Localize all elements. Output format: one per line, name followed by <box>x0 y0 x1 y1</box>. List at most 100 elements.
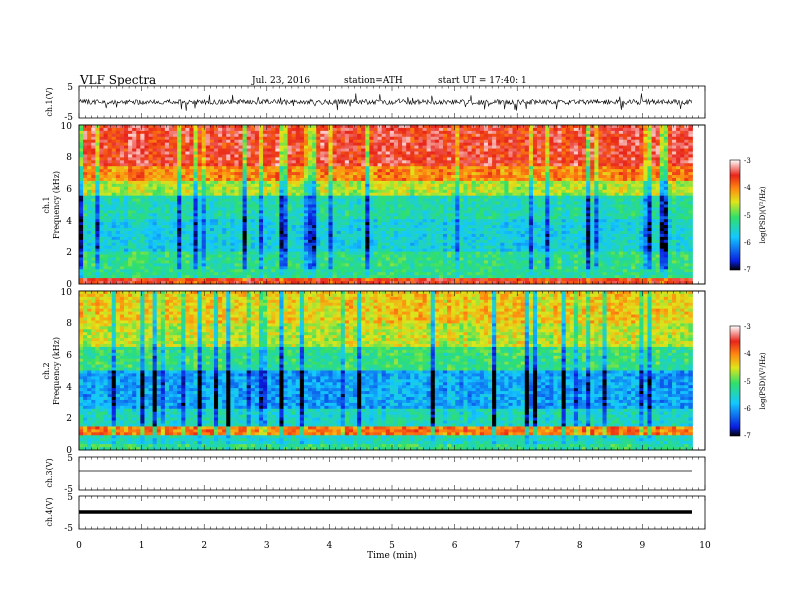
spectrogram-cell <box>168 192 174 197</box>
spectrogram-cell <box>622 186 628 191</box>
spectrogram-cell <box>492 210 497 214</box>
spectrogram-cell <box>537 163 542 167</box>
spectrogram-cell <box>197 160 203 164</box>
spectrogram-cell <box>512 157 518 161</box>
spectrogram-cell <box>213 148 219 152</box>
spectrogram-cell <box>643 166 648 170</box>
spectrogram-cell <box>479 213 485 217</box>
spectrogram-cell <box>348 130 354 135</box>
spectrogram-cell <box>504 163 509 167</box>
spectrogram-cell <box>128 136 133 141</box>
spectrogram-cell <box>271 136 276 141</box>
spectrogram-cell <box>385 216 391 220</box>
spectrogram-cell <box>128 133 133 138</box>
spectrogram-cell <box>565 183 571 188</box>
spectrogram-cell <box>422 130 428 135</box>
spectrogram-cell <box>684 133 689 138</box>
spectrogram-cell <box>197 213 203 217</box>
spectrogram-cell <box>87 207 92 211</box>
spectrogram-cell <box>87 166 92 170</box>
spectrogram-cell <box>189 183 194 188</box>
spectrogram-cell <box>524 192 530 197</box>
spectrogram-cell <box>258 151 264 155</box>
spectrogram-cell <box>91 154 96 158</box>
spectrogram-cell <box>659 136 665 141</box>
spectrogram-cell <box>119 163 125 167</box>
spectrogram-cell <box>173 198 178 202</box>
spectrogram-cell <box>426 207 432 211</box>
spectrogram-cell <box>676 175 681 179</box>
spectrogram-cell <box>156 213 162 217</box>
spectrogram-cell <box>164 201 170 205</box>
spectrogram-cell <box>561 145 567 149</box>
spectrogram-cell <box>267 166 272 170</box>
spectrogram-cell <box>582 180 587 185</box>
spectrogram-cell <box>254 210 260 214</box>
spectrogram-cell <box>377 169 383 173</box>
spectrogram-cell <box>222 186 227 191</box>
spectrogram-cell <box>267 154 272 158</box>
spectrogram-cell <box>606 210 612 214</box>
spectrogram-cell <box>291 213 297 217</box>
spectrogram-cell <box>492 216 497 220</box>
spectrogram-cell <box>639 180 644 185</box>
spectrogram-cell <box>263 160 268 164</box>
spectrogram-cell <box>144 204 149 208</box>
spectrogram-cell <box>287 189 293 194</box>
spectrogram-cell <box>136 192 141 197</box>
spectrogram-cell <box>422 160 428 164</box>
spectrogram-cell <box>115 148 121 152</box>
spectrogram-cell <box>115 139 121 144</box>
spectrogram-cell <box>402 172 407 176</box>
spectrogram-cell <box>577 192 583 197</box>
spectrogram-cell <box>189 139 194 144</box>
spectrogram-cell <box>312 178 317 182</box>
spectrogram-cell <box>140 163 145 167</box>
spectrogram-cell <box>410 148 415 152</box>
spectrogram-cell <box>451 216 456 220</box>
spectrogram-cell <box>365 192 370 197</box>
spectrogram-cell <box>590 151 595 155</box>
spectrogram-cell <box>353 195 358 200</box>
spectrogram-cell <box>303 195 309 200</box>
spectrogram-cell <box>132 157 137 161</box>
spectrogram-cell <box>119 154 125 158</box>
spectrogram-cell <box>537 180 542 185</box>
spectrogram-cell <box>119 160 125 164</box>
spectrogram-cell <box>537 178 542 182</box>
spectrogram-cell <box>193 151 199 155</box>
spectrogram-cell <box>230 154 235 158</box>
spectrogram-cell <box>594 183 599 188</box>
spectrogram-cell <box>418 133 423 138</box>
spectrogram-cell <box>557 125 562 129</box>
spectrogram-cell <box>385 157 391 161</box>
spectrogram-cell <box>79 178 84 182</box>
spectrogram-cell <box>312 186 317 191</box>
spectrogram-cell <box>586 145 591 149</box>
spectrogram-cell <box>553 151 558 155</box>
spectrogram-cell <box>414 154 419 158</box>
spectrogram-cell <box>95 169 100 173</box>
spectrogram-cell <box>553 127 558 132</box>
spectrogram-cell <box>189 169 194 173</box>
spectrogram-cell <box>156 186 162 191</box>
spectrogram-cell <box>496 169 501 173</box>
spectrogram-cell <box>532 130 538 135</box>
spectrogram-cell <box>655 172 661 176</box>
spectrogram-cell <box>234 163 239 167</box>
spectrogram-cell <box>389 133 395 138</box>
spectrogram-cell <box>267 136 272 141</box>
spectrogram-cell <box>193 183 199 188</box>
spectrogram-cell <box>185 178 190 182</box>
spectrogram-cell <box>87 127 92 132</box>
spectrogram-cell <box>463 178 468 182</box>
spectrogram-cell <box>365 136 370 141</box>
spectrogram-cell <box>365 151 370 155</box>
spectrogram-cell <box>295 172 301 176</box>
spectrogram-cell <box>455 154 460 158</box>
spectrogram-cell <box>295 169 301 173</box>
spectrogram-cell <box>340 151 346 155</box>
spectrogram-cell <box>573 130 579 135</box>
spectrogram-cell <box>434 148 440 152</box>
spectrogram-cell <box>119 213 125 217</box>
